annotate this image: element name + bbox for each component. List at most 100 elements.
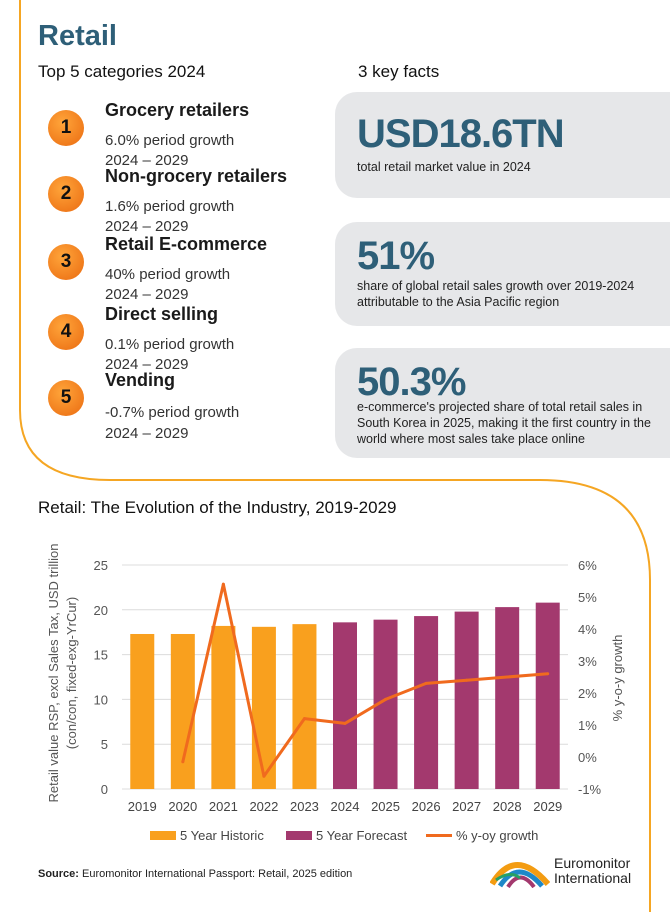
- categories-heading: Top 5 categories 2024: [38, 62, 206, 81]
- growth-point-2020: [181, 760, 185, 764]
- category-growth: 40% period growth: [105, 266, 231, 283]
- category-name: Non-grocery retailers: [105, 166, 288, 186]
- fact-value: USD18.6TN: [357, 112, 565, 156]
- growth-point-2027: [465, 678, 469, 682]
- y-tick-label: 25: [94, 558, 108, 573]
- growth-point-2025: [384, 697, 388, 701]
- growth-point-2023: [302, 717, 306, 721]
- facts-heading: 3 key facts: [358, 62, 440, 81]
- logo-text: International: [554, 870, 632, 886]
- growth-point-2021: [221, 582, 225, 586]
- x-tick-label: 2028: [493, 799, 522, 814]
- category-name: Grocery retailers: [105, 100, 250, 120]
- bar-2029: [535, 602, 560, 789]
- source-label: Source:: [38, 868, 79, 880]
- category-growth: 6.0% period growth: [105, 132, 235, 149]
- fact-card: 51% share of global retail sales growth …: [335, 222, 670, 326]
- y-tick-label: 10: [94, 692, 108, 707]
- x-tick-label: 2023: [290, 799, 319, 814]
- x-tick-label: 2019: [128, 799, 157, 814]
- source-text: Euromonitor International Passport: Reta…: [82, 868, 353, 880]
- rank-badge: 5: [48, 380, 84, 416]
- x-tick-label: 2020: [168, 799, 197, 814]
- x-tick-label: 2029: [533, 799, 562, 814]
- y-tick-label: 0: [101, 782, 108, 797]
- fact-value: 50.3%: [357, 360, 466, 404]
- legend-swatch: [286, 831, 312, 840]
- y2-axis-label: % y-o-y growth: [610, 635, 625, 722]
- x-tick-label: 2021: [209, 799, 238, 814]
- bar-2019: [130, 633, 155, 789]
- category-period: 2024 – 2029: [105, 152, 189, 169]
- bar-2026: [414, 616, 439, 789]
- category-item: 4 Direct selling 0.1% period growth 2024…: [48, 304, 338, 380]
- category-growth: -0.7% period growth: [105, 404, 240, 421]
- growth-line: [181, 582, 548, 778]
- y2-tick-label: 2%: [578, 686, 597, 701]
- rank-badge: 1: [48, 110, 84, 146]
- y-tick-label: 5: [101, 737, 108, 752]
- growth-point-2022: [262, 774, 266, 778]
- bar-2027: [454, 611, 479, 789]
- bar-2024: [333, 622, 357, 789]
- legend-label: 5 Year Forecast: [316, 828, 408, 843]
- growth-point-2028: [505, 675, 509, 679]
- chart-title: Retail: The Evolution of the Industry, 2…: [38, 498, 397, 517]
- source-note: Source: Euromonitor International Passpo…: [38, 868, 352, 880]
- growth-point-2024: [343, 721, 347, 725]
- page-title: Retail: [38, 20, 117, 52]
- category-item: 2 Non-grocery retailers 1.6% period grow…: [48, 166, 338, 242]
- legend-forecast: 5 Year Forecast: [286, 828, 407, 843]
- growth-point-2029: [546, 672, 550, 676]
- x-tick-label: 2022: [249, 799, 278, 814]
- x-tick-label: 2025: [371, 799, 400, 814]
- category-period: 2024 – 2029: [105, 286, 189, 303]
- rank-badge: 3: [48, 244, 84, 280]
- fact-value: 51%: [357, 234, 435, 278]
- y2-tick-label: 1%: [578, 718, 597, 733]
- legend-historic: 5 Year Historic: [150, 828, 264, 843]
- category-growth: 0.1% period growth: [105, 336, 235, 353]
- fact-card: 50.3% e-commerce's projected share of to…: [335, 348, 670, 458]
- fact-description: total retail market value in 2024: [357, 160, 531, 174]
- legend-label: 5 Year Historic: [180, 828, 264, 843]
- fact-description: share of global retail sales growth over…: [357, 279, 635, 309]
- euromonitor-logo: Euromonitor International: [490, 854, 631, 888]
- y-tick-label: 20: [94, 603, 108, 618]
- y2-tick-label: 5%: [578, 590, 597, 605]
- category-name: Vending: [105, 370, 176, 390]
- category-period: 2024 – 2029: [105, 218, 189, 235]
- fact-description: e-commerce's projected share of total re…: [357, 400, 651, 446]
- y2-tick-label: 0%: [578, 750, 597, 765]
- legend-label: % y-oy growth: [456, 828, 539, 843]
- y2-tick-label: 6%: [578, 558, 597, 573]
- logo-text: Euromonitor: [554, 855, 631, 871]
- rank-badge: 2: [48, 176, 84, 212]
- growth-point-2026: [424, 681, 428, 685]
- category-name: Direct selling: [105, 304, 219, 324]
- legend-swatch: [426, 834, 452, 837]
- y2-tick-label: 4%: [578, 622, 597, 637]
- rank-badge: 4: [48, 314, 84, 350]
- y-axis-label-line2: (con/con, fixed-exg-YrCur): [64, 597, 79, 749]
- x-tick-label: 2027: [452, 799, 481, 814]
- bar-2021: [211, 625, 236, 789]
- category-item: 3 Retail E-commerce 40% period growth 20…: [48, 234, 338, 310]
- bar-2022: [251, 626, 276, 789]
- category-name: Retail E-commerce: [105, 234, 268, 254]
- x-tick-label: 2024: [331, 799, 360, 814]
- bar-2028: [495, 607, 520, 789]
- category-period: 2024 – 2029: [105, 425, 189, 442]
- bar-2020: [170, 633, 195, 789]
- y2-tick-label: 3%: [578, 654, 597, 669]
- bar-2023: [292, 624, 317, 789]
- fact-card: USD18.6TN total retail market value in 2…: [335, 92, 670, 198]
- y2-tick-label: -1%: [578, 782, 602, 797]
- category-item: 5 Vending -0.7% period growth 2024 – 202…: [48, 370, 338, 446]
- logo-arc-icon: [490, 862, 550, 888]
- legend-swatch: [150, 831, 176, 840]
- x-tick-label: 2026: [412, 799, 441, 814]
- y-axis-label: Retail value RSP, excl Sales Tax, USD tr…: [46, 544, 61, 803]
